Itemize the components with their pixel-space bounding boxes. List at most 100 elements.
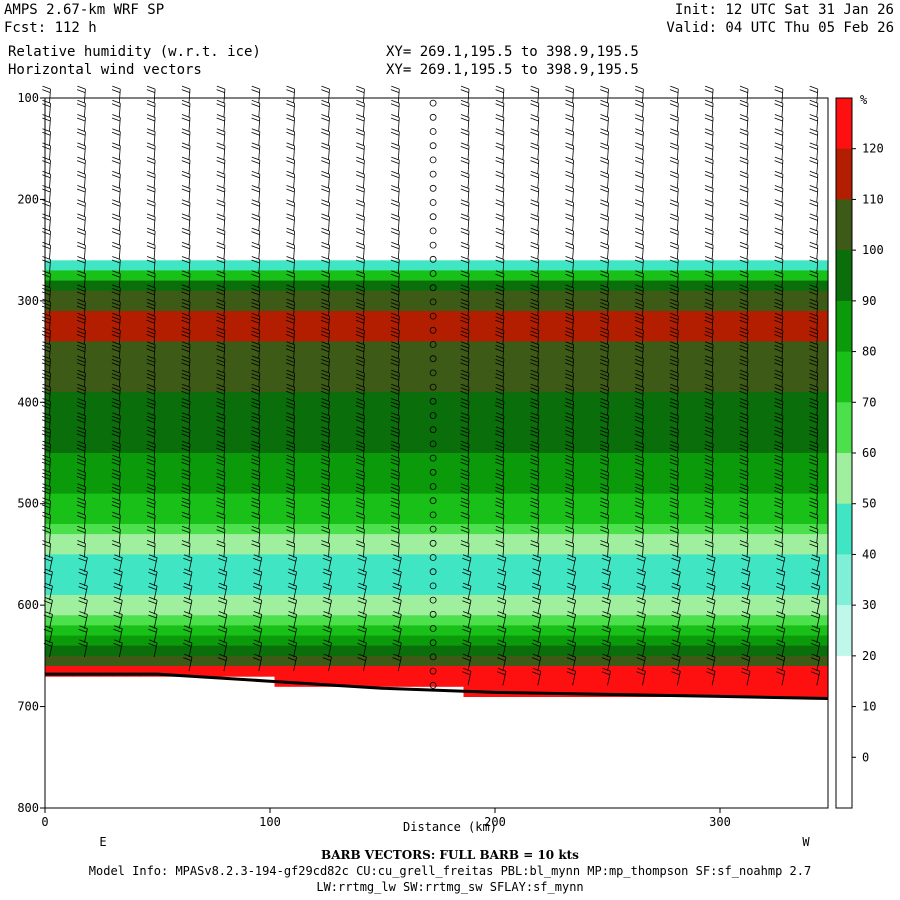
rh-cell [99,584,114,596]
rh-cell [382,615,397,626]
wind-barb-flag [496,614,506,619]
wind-barb-flag [76,401,86,406]
wind-barb-flag [495,486,504,491]
wind-barb-flag [670,497,679,502]
rh-cell [787,655,802,667]
wind-barb-shaft [223,216,226,231]
wind-barb-shaft [502,160,505,175]
wind-barb-shaft [153,273,156,288]
rh-cell [220,513,235,525]
rh-cell [180,534,195,545]
wind-barb-shaft [537,259,540,274]
rh-cell [490,280,505,292]
rh-cell [301,655,316,667]
wind-barb-flag [460,490,469,495]
rh-cell [180,361,195,373]
wind-barb-flag [600,128,609,133]
wind-barb-flag [495,185,505,189]
header-title: AMPS 2.67-km WRF SP [4,2,165,18]
wind-barb-shaft [642,628,646,643]
wind-barb-flag [77,469,86,473]
wind-barb-shaft [676,202,679,217]
rh-cell [315,676,330,687]
rh-cell [315,473,330,484]
rh-cell [409,554,424,566]
rh-cell [234,625,249,637]
rh-cell [207,290,222,302]
wind-barb-flag [634,344,644,349]
wind-barb-flag [111,543,121,548]
rh-cell [193,574,208,586]
rh-cell [504,473,519,484]
rh-cell [787,635,802,647]
rh-cell [85,422,100,434]
wind-barb-flag [146,476,155,480]
rh-cell [99,341,114,353]
rh-cell [693,473,708,484]
wind-barb-flag [216,461,225,466]
wind-barb-shaft [537,642,542,657]
wind-barb-flag [356,483,365,488]
rh-cell [45,645,60,657]
rh-cell [787,341,802,353]
rh-cell [153,584,168,596]
rh-cell [315,574,330,586]
wind-barb-flag [600,501,609,505]
rh-cell [490,645,505,657]
wind-barb-flag [322,586,331,590]
wind-barb-flag [670,142,679,147]
wind-barb-flag [530,497,539,502]
wind-barb-flag [76,373,86,377]
rh-cell [720,412,735,424]
rh-cell [760,351,775,363]
wind-barb-flag [76,501,86,505]
rh-cell [639,554,654,566]
wind-barb-flag [181,369,191,374]
rh-cell [261,645,276,657]
wind-barb-flag [669,291,678,296]
rh-cell [639,473,654,484]
rh-cell [463,483,478,495]
wind-barb-flag [216,330,225,335]
rh-cell [99,351,114,363]
wind-barb-shaft [642,245,644,260]
rh-cell [747,402,762,413]
rh-cell [261,371,276,383]
wind-barb-flag [670,185,679,189]
rh-cell [774,503,789,515]
rh-cell [504,412,519,424]
rh-cell [58,311,73,322]
rh-cell [369,493,384,505]
rh-cell [652,676,667,687]
rh-cell [652,351,667,363]
wind-barb-flag [565,330,574,335]
wind-barb-flag [112,185,121,189]
wind-barb-flag [216,160,225,164]
rh-cell [720,655,735,667]
wind-barb-flag [111,476,120,480]
wind-barb-flag [320,419,330,424]
rh-cell [760,574,775,586]
wind-barb-flag [356,312,365,317]
rh-cell [153,534,168,545]
wind-barb-flag [286,142,295,147]
rh-cell [652,534,667,545]
rh-cell [571,473,586,484]
wind-barb-flag [565,312,574,317]
wind-barb-flag [286,146,295,150]
wind-barb-flag [602,625,611,630]
wind-barb-shaft [328,515,330,530]
rh-cell [531,645,546,657]
wind-barb-shaft [502,174,505,189]
wind-barb-shaft [328,614,332,629]
rh-cell [45,493,60,505]
wind-barb-flag [564,319,574,324]
wind-barb-shaft [676,174,679,189]
rh-cell [544,311,559,322]
wind-barb-flag [321,131,330,136]
wind-barb-flag [42,146,51,150]
wind-barb-flag [216,362,225,367]
wind-barb-shaft [502,543,505,558]
rh-cell [801,645,816,657]
wind-barb-flag [146,316,156,321]
